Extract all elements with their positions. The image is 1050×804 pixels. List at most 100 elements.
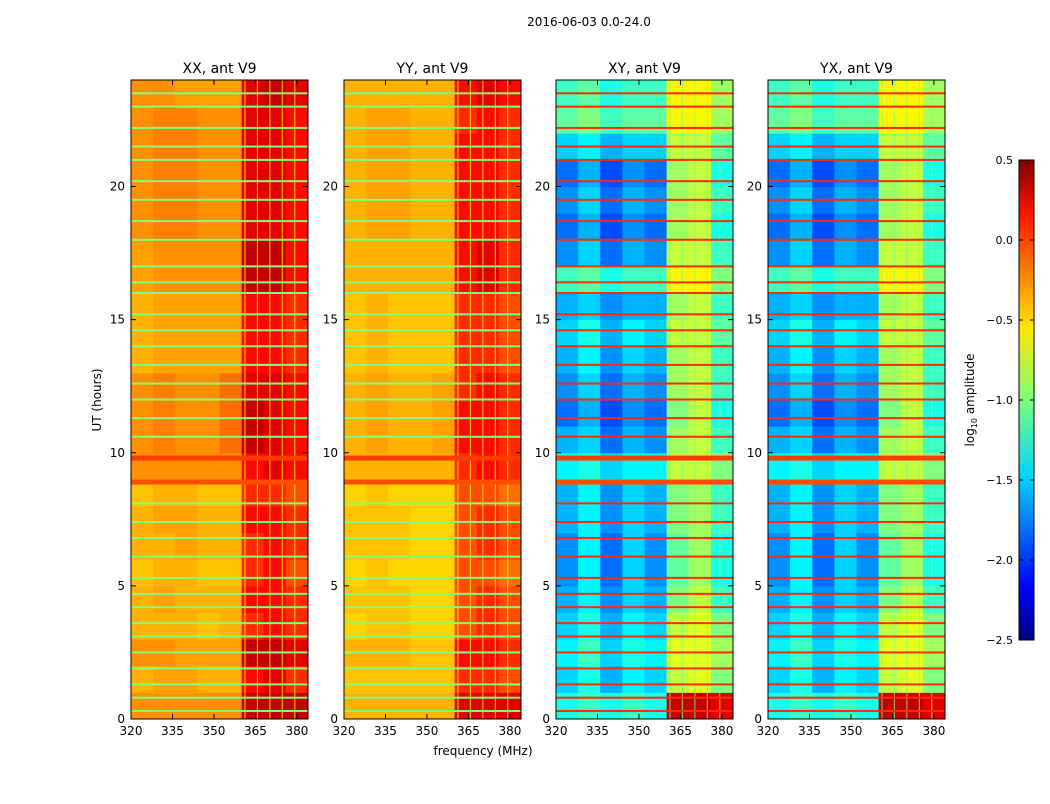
flagged-time-line (556, 520, 733, 523)
heatmap-cell (622, 532, 645, 560)
heatmap-cell (388, 479, 411, 507)
heatmap-cell (476, 106, 500, 134)
heatmap-cell (666, 319, 690, 347)
heatmap-cell (622, 665, 645, 693)
x-tick-label: 350 (416, 724, 439, 738)
heatmap-cell (600, 585, 623, 613)
flagged-time-line (556, 555, 733, 558)
heatmap-cell (366, 399, 389, 427)
heatmap-cell (263, 266, 287, 294)
heatmap-cell (834, 532, 857, 560)
heatmap-cell (476, 585, 500, 613)
flagged-time-line (131, 606, 308, 609)
heatmap-cell (432, 293, 456, 321)
y-tick-label: 20 (747, 180, 762, 194)
heatmap-cell (454, 692, 478, 720)
flagged-time-line (344, 710, 521, 713)
y-tick-label: 20 (323, 180, 338, 194)
heatmap-cell (410, 506, 433, 534)
heatmap-cell (834, 372, 857, 400)
flagged-time-line (768, 435, 945, 438)
heatmap-cell (768, 266, 791, 294)
x-tick-label: 320 (120, 724, 143, 738)
heatmap-cell (410, 585, 433, 613)
heatmap-cell (131, 612, 154, 640)
heatmap-cell (388, 346, 411, 374)
heatmap-cell (388, 532, 411, 560)
heatmap-cell (644, 585, 668, 613)
flagged-time-line (131, 710, 308, 713)
flagged-time-line (768, 417, 945, 420)
heatmap-cell (344, 426, 367, 454)
heatmap-cell (644, 372, 668, 400)
heatmap-cell (878, 612, 902, 640)
heatmap-cell (834, 159, 857, 187)
heatmap-cell (175, 319, 198, 347)
heatmap-cell (644, 239, 668, 267)
heatmap-cell (153, 399, 176, 427)
heatmap-cell (922, 479, 946, 507)
heatmap-cell (578, 399, 601, 427)
heatmap-cell (688, 692, 712, 720)
flagged-time-line (768, 502, 945, 505)
heatmap-cell (410, 372, 433, 400)
heatmap-cell (131, 159, 154, 187)
flagged-time-line (131, 145, 308, 148)
flagged-time-line (768, 696, 945, 699)
flagged-time-line (556, 292, 733, 294)
flagged-time-line (344, 696, 521, 699)
heatmap-cell (344, 532, 367, 560)
heatmap-cell (454, 399, 478, 427)
flagged-time-line (344, 592, 521, 595)
flagged-time-line (131, 592, 308, 595)
heatmap-cell (432, 266, 456, 294)
flagged-time-band (344, 479, 521, 485)
heatmap-cell (834, 266, 857, 294)
heatmap-cell (768, 293, 791, 321)
heatmap-cell (241, 319, 265, 347)
heatmap-cell (366, 585, 389, 613)
y-tick-label: 0 (117, 712, 125, 726)
heatmap-cell (688, 346, 712, 374)
y-tick-label: 15 (747, 313, 762, 327)
heatmap-cell (878, 213, 902, 241)
heatmap-cell (131, 266, 154, 294)
flagged-time-line (344, 292, 521, 294)
heatmap-cell (856, 559, 880, 587)
heatmap-cell (768, 372, 791, 400)
heatmap-cell (197, 479, 220, 507)
heatmap-cell (900, 213, 924, 241)
x-tick-label: 320 (545, 724, 568, 738)
flagged-time-line (768, 382, 945, 385)
heatmap-cell (856, 293, 880, 321)
flagged-time-line (344, 145, 521, 148)
y-tick-label: 5 (542, 579, 550, 593)
heatmap-cell (432, 106, 456, 134)
heatmap-cell (498, 346, 522, 374)
heatmap-cell (410, 346, 433, 374)
flagged-time-line (768, 667, 945, 670)
flagged-time-line (556, 417, 733, 420)
heatmap-cell (710, 293, 734, 321)
y-tick-label: 10 (110, 446, 125, 460)
heatmap-cell (344, 319, 367, 347)
heatmap-cell (834, 585, 857, 613)
heatmap-cell (263, 293, 287, 321)
heatmap-cell (388, 559, 411, 587)
panel-xx: XX, ant V9 320 335 350 365 380 0 5 10 15 20 (110, 61, 309, 738)
heatmap-cell (344, 159, 367, 187)
heatmap-cell (622, 426, 645, 454)
heatmap-cell (263, 692, 287, 720)
heatmap-cell (556, 159, 579, 187)
heatmap-cell (666, 612, 690, 640)
flagged-time-line (768, 92, 945, 95)
heatmap-cell (644, 293, 668, 321)
heatmap-cell (790, 399, 813, 427)
heatmap-cell (666, 506, 690, 534)
heatmap-cell (263, 346, 287, 374)
heatmap-cell (622, 372, 645, 400)
heatmap-cell (644, 532, 668, 560)
flagged-time-line (344, 398, 521, 401)
heatmap-cell (834, 346, 857, 374)
heatmap-cell (153, 319, 176, 347)
